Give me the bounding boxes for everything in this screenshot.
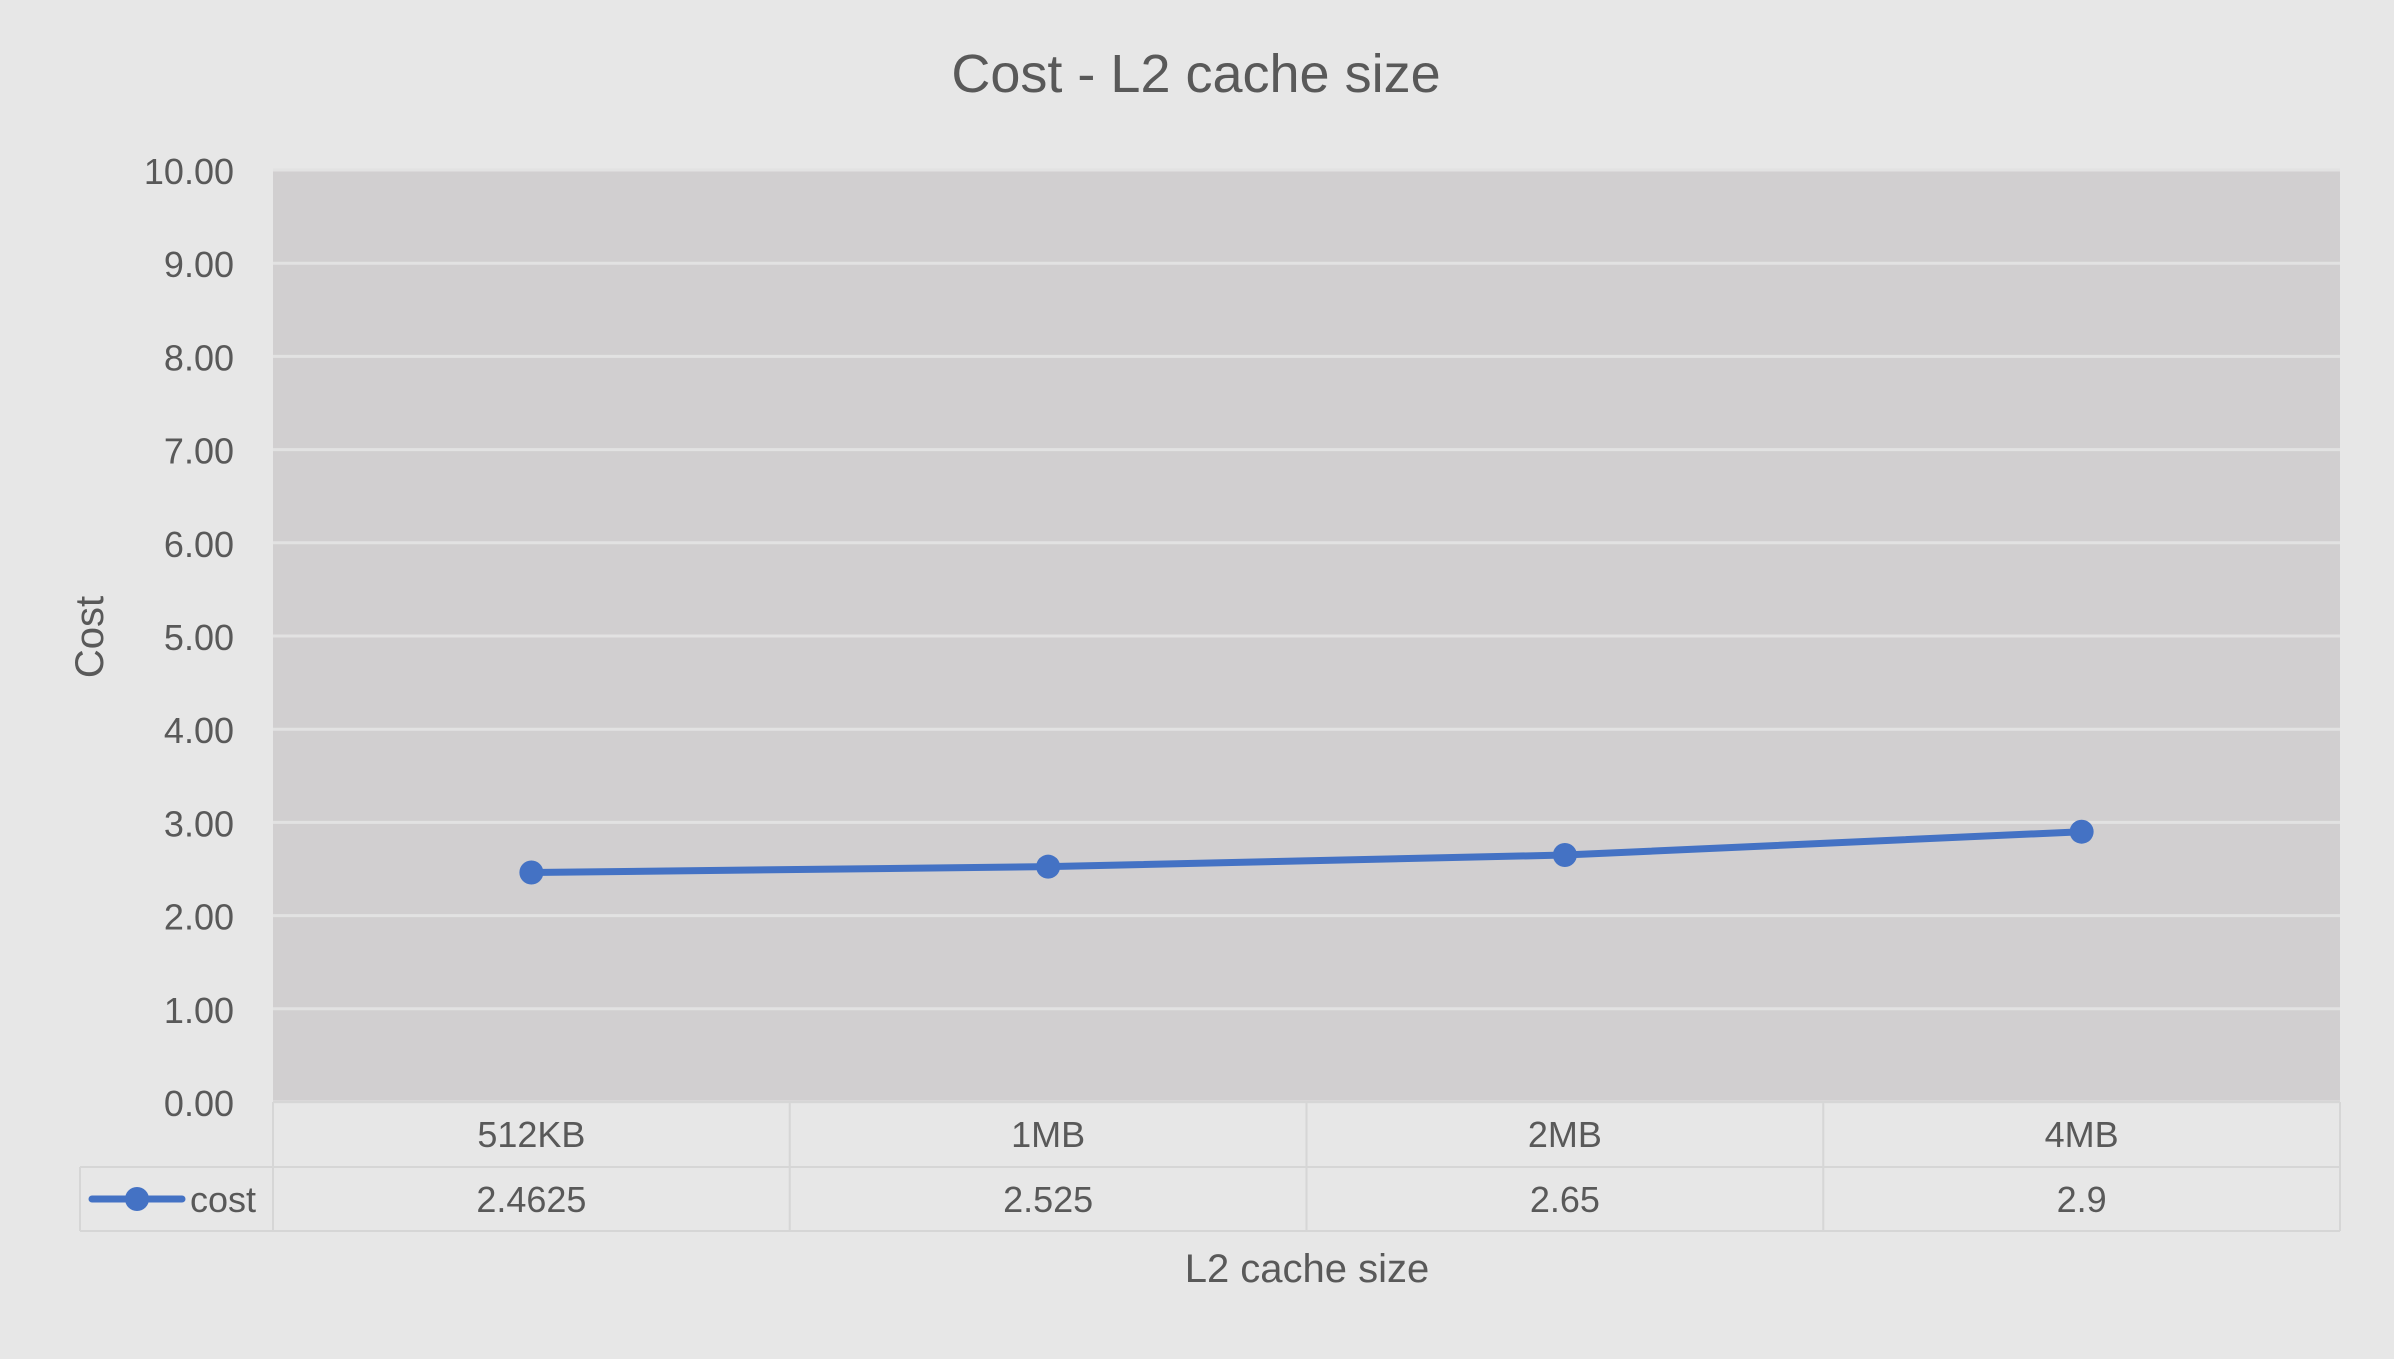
plot-area: 0.00 1.00 2.00 3.00 4.00 5.00 6.00 7.00 8.00 9.00…	[144, 151, 2340, 1124]
x-category-label: 4MB	[2045, 1114, 2119, 1155]
data-table-value: 2.525	[1003, 1179, 1093, 1220]
data-table: 512KB 1MB 2MB 4MB cost 2.4625 2.525 2.65 2.9	[79, 1101, 2341, 1232]
legend-series-name: cost	[190, 1179, 256, 1220]
data-point	[519, 860, 544, 885]
y-tick-label: 1.00	[164, 990, 234, 1031]
y-tick-label: 7.00	[164, 431, 234, 472]
y-tick-label: 8.00	[164, 337, 234, 378]
x-category-label: 512KB	[477, 1114, 585, 1155]
x-category-label: 1MB	[1011, 1114, 1085, 1155]
data-point	[2069, 819, 2094, 844]
y-tick-label: 5.00	[164, 617, 234, 658]
chart-title: Cost - L2 cache size	[951, 44, 1440, 104]
y-tick-label: 3.00	[164, 803, 234, 844]
y-tick-label: 10.00	[144, 151, 234, 192]
legend-marker	[125, 1187, 149, 1211]
data-table-value: 2.65	[1530, 1179, 1600, 1220]
data-table-value: 2.9	[2057, 1179, 2107, 1220]
data-point	[1552, 843, 1577, 868]
y-tick-label: 9.00	[164, 244, 234, 285]
data-table-value: 2.4625	[476, 1179, 586, 1220]
y-tick-label: 0.00	[164, 1083, 234, 1124]
y-axis-title: Cost	[68, 596, 112, 678]
y-tick-label: 2.00	[164, 897, 234, 938]
data-point	[1036, 854, 1061, 879]
series-line-cost	[527, 828, 2086, 876]
y-tick-label: 4.00	[164, 710, 234, 751]
y-tick-label: 6.00	[164, 524, 234, 565]
x-category-label: 2MB	[1528, 1114, 1602, 1155]
x-axis-title: L2 cache size	[1185, 1247, 1430, 1291]
